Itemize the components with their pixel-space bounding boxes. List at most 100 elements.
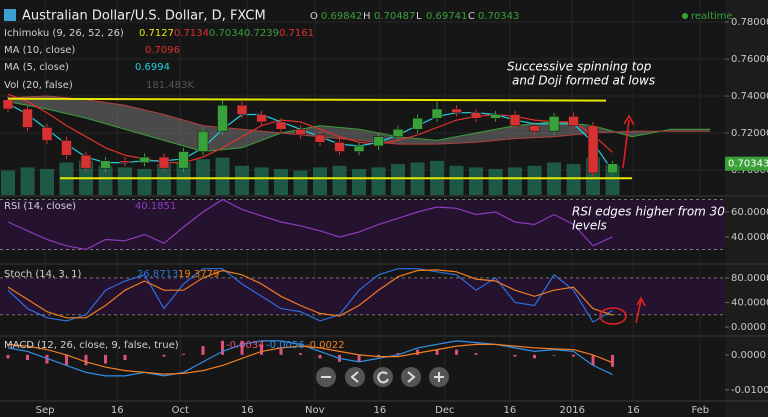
histogram-bar bbox=[240, 340, 244, 355]
candle-body bbox=[334, 142, 345, 152]
reset-button[interactable] bbox=[373, 367, 393, 387]
indicator-value: 0.6994 bbox=[135, 62, 170, 73]
volume-bar bbox=[508, 167, 523, 195]
indicator-name: Stoch (14, 3, 1) bbox=[4, 269, 81, 280]
candle-body bbox=[451, 108, 462, 113]
volume-bar bbox=[118, 167, 133, 195]
indicator-value: -0.0056 bbox=[266, 340, 305, 351]
histogram-bar bbox=[318, 354, 322, 359]
candle-body bbox=[607, 163, 618, 174]
scroll-right-button[interactable] bbox=[401, 367, 421, 387]
x-tick-label: 2016 bbox=[560, 405, 585, 416]
histogram-bar bbox=[182, 353, 186, 355]
histogram-bar bbox=[279, 347, 283, 355]
annotation: levels bbox=[572, 219, 607, 233]
annotation: RSI edges higher from 30 bbox=[572, 205, 725, 219]
trendline bbox=[7, 97, 607, 102]
histogram-bar bbox=[6, 354, 10, 359]
histogram-bar bbox=[591, 354, 595, 366]
candle-body bbox=[509, 114, 521, 126]
x-tick-label: 16 bbox=[373, 405, 386, 416]
x-tick-label: 16 bbox=[627, 405, 640, 416]
indicator-value: 26.8713 bbox=[137, 269, 178, 280]
x-tick-label: Sep bbox=[36, 405, 55, 416]
histogram-bar bbox=[299, 353, 303, 355]
ohlc-value: 0.70343 bbox=[478, 11, 519, 22]
histogram-bar bbox=[84, 354, 88, 366]
price-tag-label: 0.70343 bbox=[728, 159, 768, 170]
volume-bar bbox=[332, 165, 347, 195]
candle-body bbox=[41, 127, 53, 141]
icon bbox=[407, 371, 416, 383]
volume-bar bbox=[352, 169, 367, 195]
y-tick-label: 40.0000 bbox=[731, 232, 768, 243]
histogram-bar bbox=[396, 353, 400, 355]
indicator-line bbox=[7, 269, 613, 319]
indicator-line bbox=[7, 340, 613, 377]
status: realtime bbox=[691, 11, 733, 22]
volume-bar bbox=[293, 170, 308, 195]
histogram-bar bbox=[221, 340, 225, 355]
candle-body bbox=[158, 156, 170, 169]
histogram-bar bbox=[611, 354, 615, 367]
y-tick-label: 60.0000 bbox=[731, 207, 768, 218]
volume-bar bbox=[566, 164, 581, 195]
volume-bar bbox=[215, 157, 230, 195]
candle-body bbox=[217, 105, 228, 132]
y-tick-label: 40.0000 bbox=[731, 297, 768, 308]
symbol-icon bbox=[4, 9, 16, 21]
indicator-value: 0.7096 bbox=[145, 45, 180, 56]
candle-body bbox=[431, 108, 443, 119]
candle-body bbox=[197, 130, 209, 152]
histogram-bar bbox=[435, 349, 439, 355]
y-tick-label: 0.0000 bbox=[731, 322, 766, 333]
x-tick-label: Feb bbox=[691, 405, 709, 416]
indicator-name: Ichimoku (9, 26, 52, 26) bbox=[4, 28, 124, 39]
volume-bar bbox=[274, 169, 289, 195]
indicator-value: 0.7127 bbox=[139, 28, 174, 39]
candle-body bbox=[392, 129, 404, 137]
candle-body bbox=[100, 160, 111, 169]
indicator-value: 0.7134 bbox=[174, 28, 209, 39]
status-dot bbox=[682, 13, 688, 19]
volume-bar bbox=[20, 167, 35, 195]
volume-bar bbox=[449, 165, 464, 195]
volume-bar bbox=[254, 167, 269, 195]
icon bbox=[434, 372, 444, 382]
volume-bar bbox=[157, 164, 172, 195]
histogram-bar bbox=[455, 349, 459, 355]
histogram-bar bbox=[104, 354, 108, 364]
annotation: and Doji formed at lows bbox=[512, 74, 655, 88]
y-tick-label: -0.0100 bbox=[731, 385, 768, 396]
arrow bbox=[635, 296, 646, 324]
scroll-left-button[interactable] bbox=[345, 367, 365, 387]
indicator-value: 0.7034 bbox=[209, 28, 244, 39]
candle-body bbox=[587, 125, 599, 174]
candle-body bbox=[139, 156, 150, 163]
volume-bar bbox=[527, 165, 542, 195]
candle-body bbox=[353, 145, 365, 152]
volume-bar bbox=[0, 170, 15, 195]
candle-body bbox=[119, 160, 131, 163]
y-tick-label: 80.0000 bbox=[731, 273, 768, 284]
histogram-bar bbox=[377, 354, 381, 357]
candle-body bbox=[275, 121, 287, 130]
candle-body bbox=[529, 125, 540, 132]
candle-body bbox=[490, 114, 501, 119]
candle-body bbox=[80, 154, 92, 169]
candle-body bbox=[256, 114, 267, 123]
candle-body bbox=[412, 117, 423, 130]
indicator-line bbox=[7, 198, 613, 251]
indicator-value: 0.7161 bbox=[279, 28, 314, 39]
volume-bar bbox=[39, 169, 54, 195]
histogram-bar bbox=[474, 353, 478, 355]
indicator-value: -0.0034 bbox=[226, 340, 265, 351]
candle-body bbox=[22, 108, 33, 128]
volume-bar bbox=[469, 167, 484, 195]
candle-body bbox=[568, 116, 579, 126]
volume-bar bbox=[488, 169, 503, 195]
